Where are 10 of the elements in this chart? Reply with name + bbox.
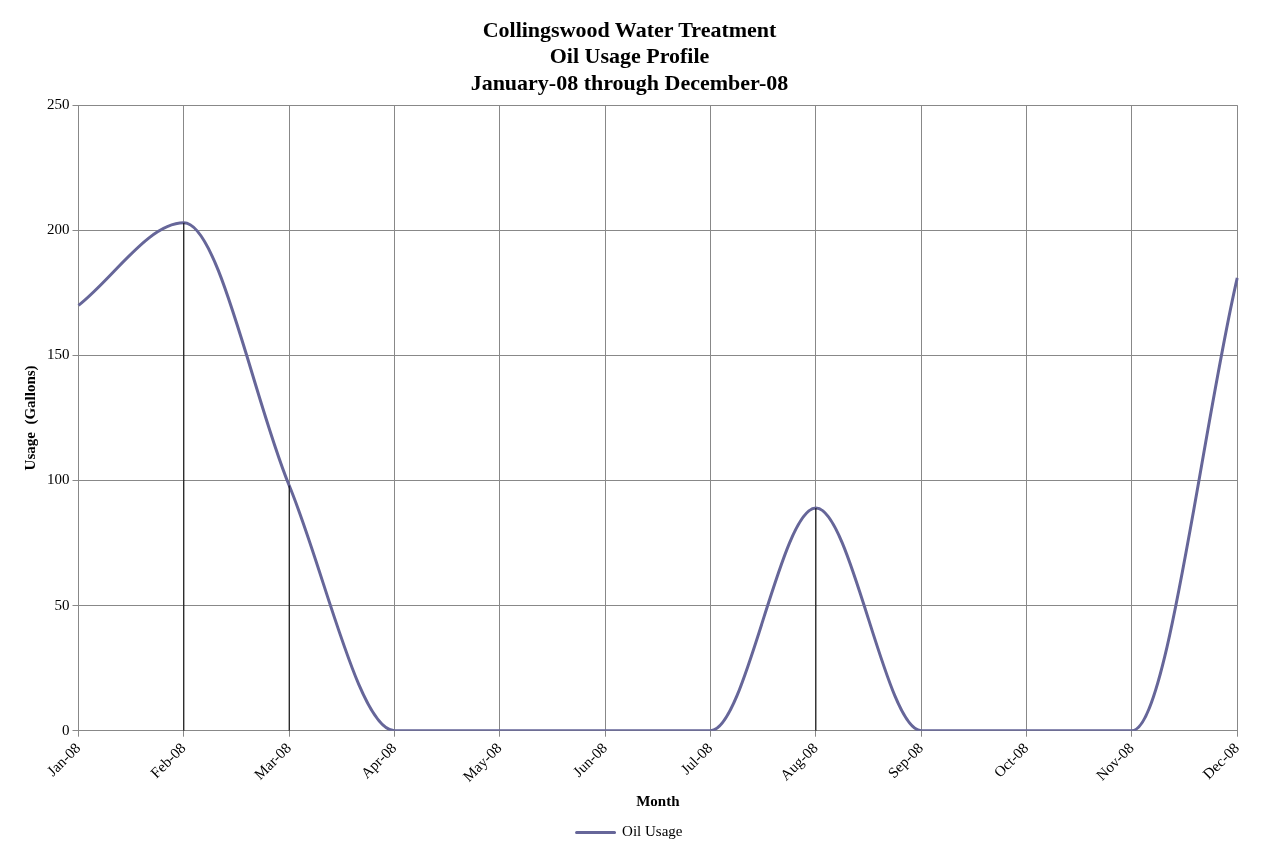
legend-label: Oil Usage xyxy=(622,823,683,840)
y-tick-label: 100 xyxy=(47,471,70,488)
y-axis-title: Usage (Gallons) xyxy=(21,365,39,471)
y-tick-label: 50 xyxy=(54,596,70,613)
y-tick-label: 250 xyxy=(47,96,70,113)
y-tick-label: 150 xyxy=(47,346,70,363)
y-tick-label: 0 xyxy=(62,721,70,738)
y-tick-label: 200 xyxy=(47,221,70,238)
chart-title: Collingswood Water Treatment Oil Usage Profile January-08 through December-08 xyxy=(470,16,789,95)
x-axis-title: Month xyxy=(636,792,681,809)
